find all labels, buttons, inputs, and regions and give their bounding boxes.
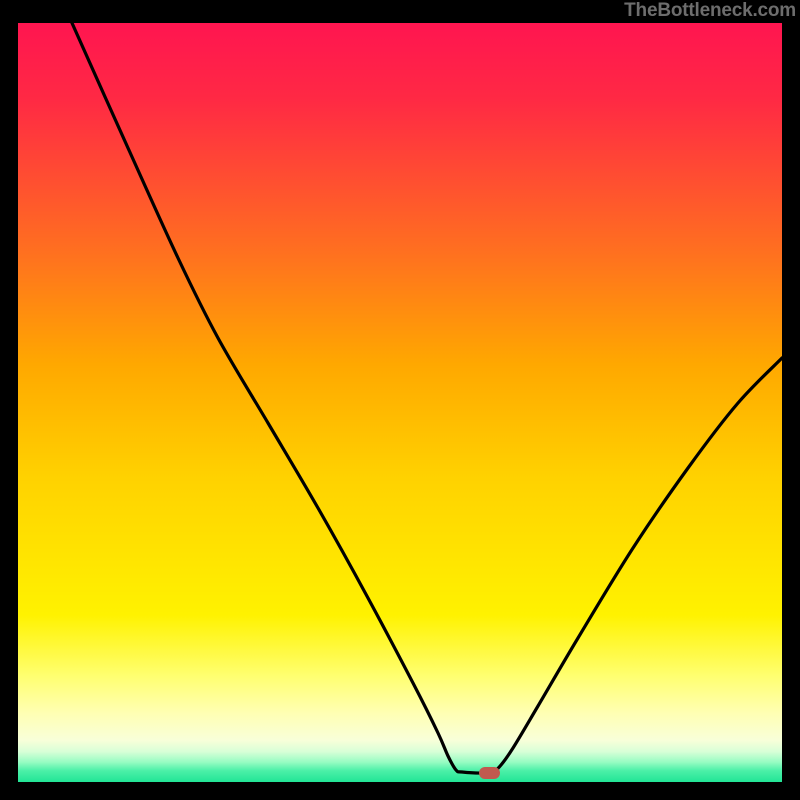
gradient-background xyxy=(18,23,782,782)
plot-area xyxy=(18,23,782,782)
watermark-text: TheBottleneck.com xyxy=(624,0,796,22)
chart-container: TheBottleneck.com xyxy=(0,0,800,800)
optimal-marker xyxy=(479,767,500,779)
chart-svg xyxy=(18,23,782,782)
